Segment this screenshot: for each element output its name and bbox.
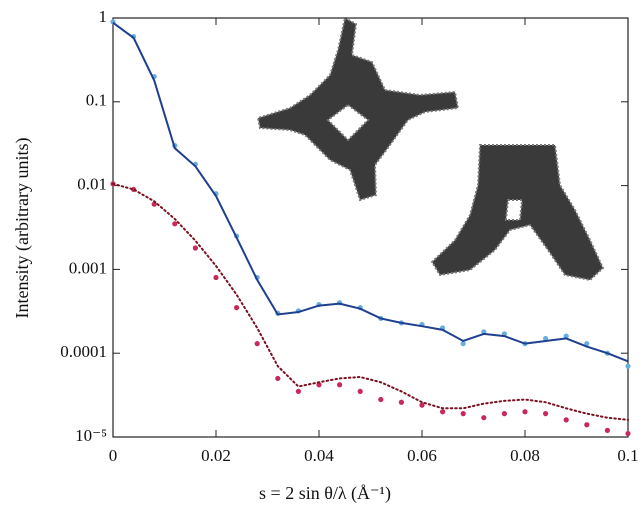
x-tick-label: 0.06 xyxy=(407,446,437,465)
data-point xyxy=(275,376,280,381)
data-point xyxy=(440,409,445,414)
data-point xyxy=(378,397,383,402)
data-point xyxy=(337,382,342,387)
data-point xyxy=(399,400,404,405)
data-point xyxy=(481,415,486,420)
x-tick-label: 0.02 xyxy=(201,446,231,465)
data-point xyxy=(625,364,630,369)
x-tick-label: 0.1 xyxy=(617,446,638,465)
x-axis-title: s = 2 sin θ/λ (Å⁻¹) xyxy=(259,483,391,504)
y-axis-title: Intensity (arbitrary units) xyxy=(12,138,33,319)
y-tick-label: 10⁻⁵ xyxy=(75,426,107,445)
data-point xyxy=(213,275,218,280)
data-point xyxy=(461,411,466,416)
y-tick-label: 0.01 xyxy=(77,175,107,194)
data-point xyxy=(255,341,260,346)
y-tick-label: 0.0001 xyxy=(60,342,107,361)
molecule-models xyxy=(258,18,603,280)
data-point xyxy=(522,409,527,414)
data-point xyxy=(543,411,548,416)
x-tick-label: 0 xyxy=(109,446,118,465)
data-point xyxy=(625,431,630,436)
molecule-bottom xyxy=(432,145,603,280)
y-tick-label: 1 xyxy=(99,7,108,26)
y-tick-label: 0.1 xyxy=(86,91,107,110)
data-point xyxy=(193,245,198,250)
page: {"chart_data": {"type": "line", "scale_y… xyxy=(0,0,643,515)
data-point xyxy=(358,389,363,394)
molecule-top xyxy=(258,18,458,200)
chart: s = 2 sin θ/λ (Å⁻¹) Intensity (arbitrary… xyxy=(0,0,643,515)
data-point xyxy=(234,305,239,310)
data-point xyxy=(584,422,589,427)
x-tick-label: 0.04 xyxy=(304,446,334,465)
x-tick-label: 0.08 xyxy=(510,446,540,465)
data-point xyxy=(172,221,177,226)
data-point xyxy=(605,428,610,433)
y-tick-label: 0.001 xyxy=(69,258,107,277)
data-point xyxy=(502,411,507,416)
data-point xyxy=(296,389,301,394)
data-point xyxy=(564,417,569,422)
